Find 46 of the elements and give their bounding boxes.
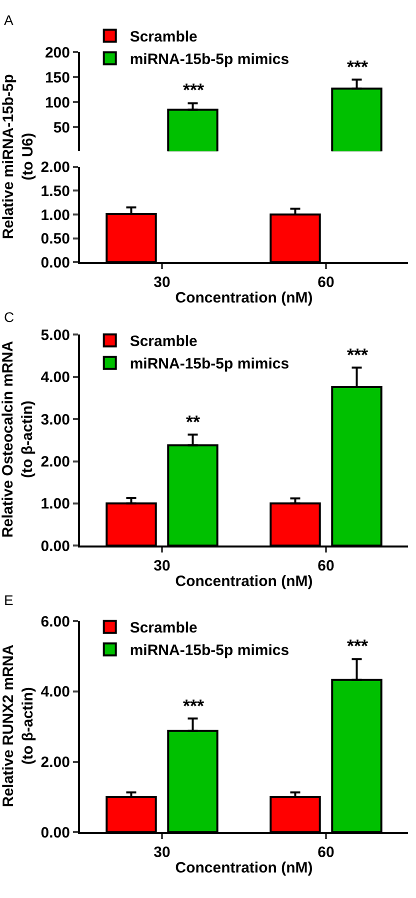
- legend-label: Scramble: [130, 620, 198, 637]
- legend-label: miRNA-15b-5p mimics: [130, 356, 290, 373]
- y-tick-label: 3.00: [40, 411, 70, 428]
- legend-label: Scramble: [130, 333, 198, 350]
- legend-label: miRNA-15b-5p mimics: [130, 51, 290, 68]
- annotation: ***: [183, 80, 204, 100]
- y-tick-label: 4.00: [40, 369, 70, 386]
- annotation: **: [186, 412, 200, 432]
- y-axis-title: Relative RUNX2 mRNA (to β-actin): [0, 644, 36, 808]
- y-tick-label: 0.00: [40, 824, 70, 842]
- x-tick-label: 60: [318, 274, 334, 292]
- y-tick-label: 50: [53, 119, 70, 136]
- legend-label: miRNA-15b-5p mimics: [130, 642, 290, 660]
- annotation: ***: [183, 696, 204, 716]
- legend-label: Scramble: [130, 28, 198, 46]
- chart-title: C: [4, 309, 14, 325]
- chart-title: A: [4, 12, 14, 28]
- x-axis-title: Concentration (nM): [175, 290, 313, 307]
- x-tick-label: 60: [318, 558, 334, 575]
- y-tick-label: 1.00: [40, 496, 70, 513]
- y-tick-label: 0.50: [40, 230, 70, 248]
- chart-title: E: [4, 592, 14, 608]
- x-tick-label: 30: [154, 558, 170, 575]
- y-tick-label: 0.00: [40, 254, 70, 272]
- y-tick-label: 200: [44, 44, 70, 62]
- y-tick-label: 1.50: [40, 182, 70, 200]
- x-tick-label: 30: [154, 844, 170, 862]
- y-axis-title: Relative Osteocalcin mRNA (to β-actin): [0, 340, 36, 538]
- x-tick-label: 60: [318, 844, 334, 862]
- x-tick-label: 30: [154, 274, 170, 292]
- annotation: ***: [347, 636, 368, 656]
- y-tick-label: 6.00: [40, 613, 70, 630]
- y-tick-label: 2.00: [40, 159, 70, 176]
- y-tick-label: 2.00: [40, 754, 70, 772]
- y-tick-label: 2.00: [40, 454, 70, 471]
- y-tick-label: 5.00: [40, 326, 70, 344]
- annotation: ***: [347, 345, 368, 365]
- x-axis-title: Concentration (nM): [175, 860, 313, 877]
- x-axis-title: Concentration (nM): [175, 573, 313, 590]
- y-tick-label: 1.00: [40, 206, 70, 224]
- y-tick-label: 100: [44, 94, 70, 112]
- y-tick-label: 4.00: [40, 684, 70, 701]
- y-tick-label: 150: [44, 69, 70, 86]
- y-tick-label: 0.00: [40, 538, 70, 555]
- annotation: ***: [347, 57, 368, 77]
- y-axis-title: Relative miRNA-15b-5p (to U6): [0, 74, 36, 240]
